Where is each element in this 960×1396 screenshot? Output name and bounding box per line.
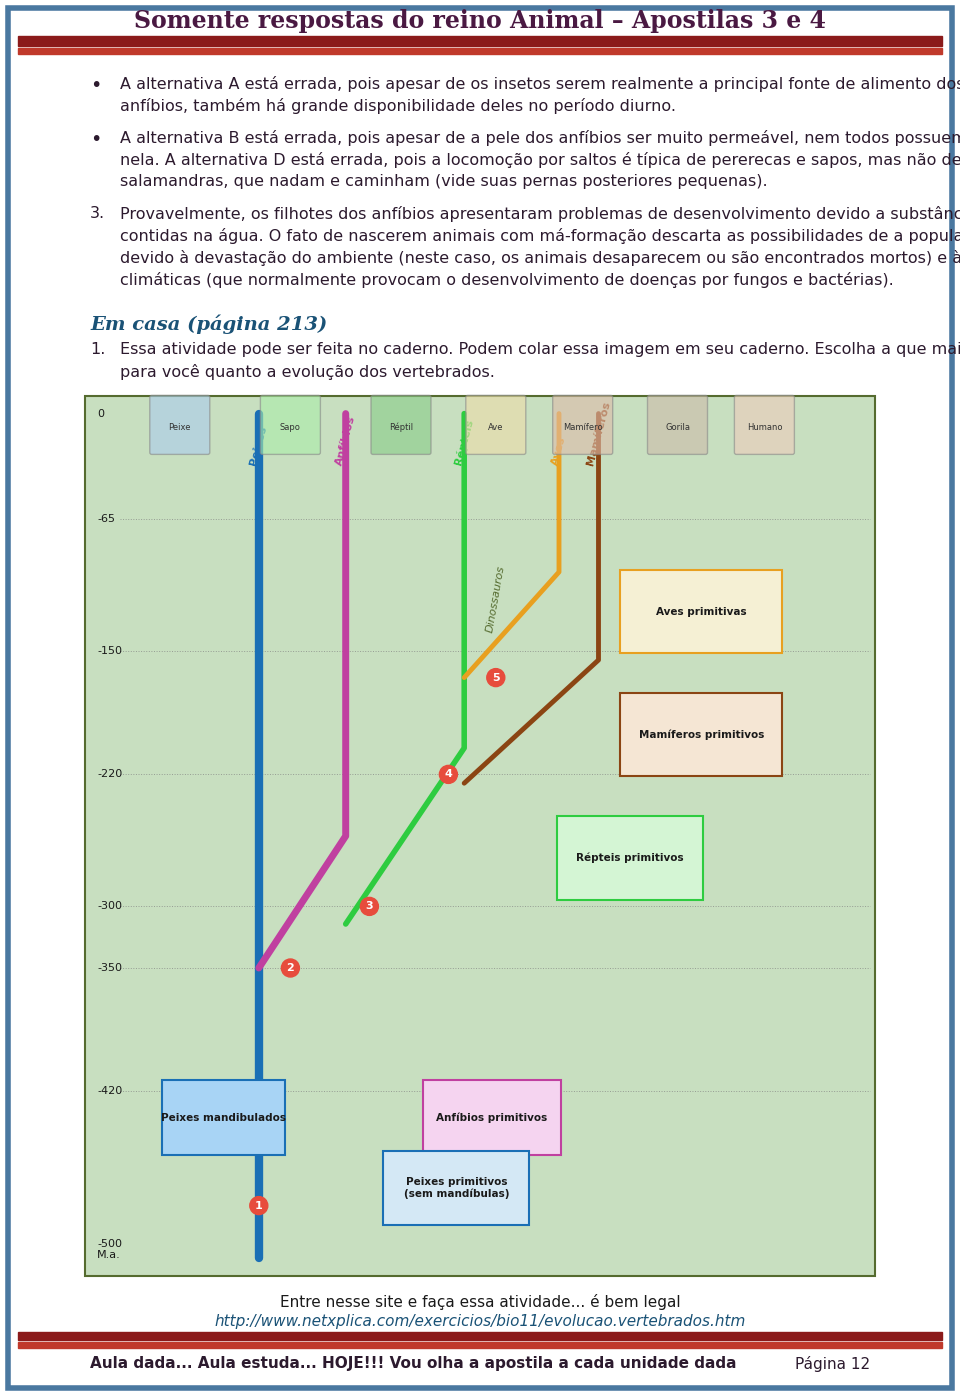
FancyBboxPatch shape	[553, 395, 612, 455]
Text: Sapo: Sapo	[280, 423, 300, 431]
Text: •: •	[90, 130, 102, 149]
FancyBboxPatch shape	[620, 570, 782, 653]
Text: A alternativa B está errada, pois apesar de a pele dos anfíbios ser muito permeá: A alternativa B está errada, pois apesar…	[120, 130, 960, 147]
Circle shape	[250, 1196, 268, 1215]
Text: para você quanto a evolução dos vertebrados.: para você quanto a evolução dos vertebra…	[120, 364, 494, 380]
Bar	[18, 1332, 942, 1340]
Text: •: •	[90, 75, 102, 95]
FancyBboxPatch shape	[383, 1150, 529, 1226]
Text: Aves: Aves	[550, 436, 567, 466]
Text: nela. A alternativa D está errada, pois a locomoção por saltos é típica de perer: nela. A alternativa D está errada, pois …	[120, 152, 960, 168]
Text: -500
M.a.: -500 M.a.	[97, 1238, 122, 1261]
Text: Entre nesse site e faça essa atividade... é bem legal: Entre nesse site e faça essa atividade..…	[279, 1294, 681, 1309]
Circle shape	[487, 669, 505, 687]
Text: Peixes mandibulados: Peixes mandibulados	[160, 1113, 286, 1122]
Text: devido à devastação do ambiente (neste caso, os animais desaparecem ou são encon: devido à devastação do ambiente (neste c…	[120, 250, 960, 267]
Text: -150: -150	[97, 646, 122, 656]
Text: 2: 2	[286, 963, 295, 973]
Text: -65: -65	[97, 514, 115, 525]
Text: Anfíbios: Anfíbios	[334, 415, 357, 466]
Text: -220: -220	[97, 769, 122, 779]
Text: 3: 3	[366, 902, 373, 912]
Text: Gorila: Gorila	[665, 423, 690, 431]
FancyBboxPatch shape	[620, 694, 782, 776]
Text: Aves primitivas: Aves primitivas	[656, 607, 747, 617]
Text: Essa atividade pode ser feita no caderno. Podem colar essa imagem em seu caderno: Essa atividade pode ser feita no caderno…	[120, 342, 960, 357]
Text: Provavelmente, os filhotes dos anfíbios apresentaram problemas de desenvolviment: Provavelmente, os filhotes dos anfíbios …	[120, 207, 960, 222]
FancyBboxPatch shape	[8, 8, 952, 1388]
Bar	[18, 1342, 942, 1349]
Text: -420: -420	[97, 1086, 122, 1096]
Text: Peixes primitivos
(sem mandíbulas): Peixes primitivos (sem mandíbulas)	[403, 1177, 509, 1199]
Text: http://www.netxplica.com/exercicios/bio11/evolucao.vertebrados.htm: http://www.netxplica.com/exercicios/bio1…	[214, 1314, 746, 1329]
Text: Aula dada... Aula estuda... HOJE!!! Vou olha a apostila a cada unidade dada: Aula dada... Aula estuda... HOJE!!! Vou …	[90, 1356, 736, 1371]
Text: 1: 1	[255, 1201, 263, 1210]
Text: 4: 4	[444, 769, 452, 779]
FancyBboxPatch shape	[150, 395, 210, 455]
Circle shape	[360, 898, 378, 916]
Text: Peixe: Peixe	[169, 423, 191, 431]
Text: Anfíbios primitivos: Anfíbios primitivos	[436, 1113, 547, 1122]
Circle shape	[440, 765, 457, 783]
Text: -300: -300	[97, 902, 122, 912]
FancyBboxPatch shape	[734, 395, 795, 455]
FancyBboxPatch shape	[466, 395, 526, 455]
Text: anfíbios, também há grande disponibilidade deles no período diurno.: anfíbios, também há grande disponibilida…	[120, 98, 676, 114]
Bar	[18, 36, 942, 46]
Text: -350: -350	[97, 963, 122, 973]
Bar	[18, 47, 942, 54]
Text: Répteis primitivos: Répteis primitivos	[576, 853, 684, 863]
Text: Humano: Humano	[747, 423, 782, 431]
Text: Dinossauros: Dinossauros	[485, 565, 507, 634]
Text: Réptil: Réptil	[389, 423, 413, 433]
FancyBboxPatch shape	[260, 395, 321, 455]
Circle shape	[281, 959, 300, 977]
Text: Somente respostas do reino Animal – Apostilas 3 e 4: Somente respostas do reino Animal – Apos…	[134, 8, 826, 34]
Text: Mamíferos: Mamíferos	[586, 401, 612, 466]
Text: Mamífero: Mamífero	[563, 423, 603, 431]
Text: contidas na água. O fato de nascerem animais com má-formação descarta as possibi: contidas na água. O fato de nascerem ani…	[120, 228, 960, 244]
Text: A alternativa A está errada, pois apesar de os insetos serem realmente a princip: A alternativa A está errada, pois apesar…	[120, 75, 960, 92]
FancyBboxPatch shape	[557, 817, 703, 899]
Text: 1.: 1.	[90, 342, 106, 357]
Text: Répteis: Répteis	[453, 419, 475, 466]
FancyBboxPatch shape	[162, 1081, 284, 1154]
Text: salamandras, que nadam e caminham (vide suas pernas posteriores pequenas).: salamandras, que nadam e caminham (vide …	[120, 174, 768, 188]
Text: Mamíferos primitivos: Mamíferos primitivos	[638, 730, 764, 740]
FancyBboxPatch shape	[422, 1081, 561, 1154]
Text: Ave: Ave	[488, 423, 504, 431]
Text: 5: 5	[492, 673, 499, 683]
FancyBboxPatch shape	[647, 395, 708, 455]
FancyBboxPatch shape	[85, 396, 875, 1276]
Text: Peixes: Peixes	[249, 424, 269, 466]
Text: 0: 0	[97, 409, 104, 419]
Text: Em casa (página 213): Em casa (página 213)	[90, 314, 327, 334]
Text: Página 12: Página 12	[795, 1356, 870, 1372]
FancyBboxPatch shape	[371, 395, 431, 455]
Text: climáticas (que normalmente provocam o desenvolvimento de doenças por fungos e b: climáticas (que normalmente provocam o d…	[120, 272, 894, 288]
Text: 3.: 3.	[90, 207, 106, 221]
